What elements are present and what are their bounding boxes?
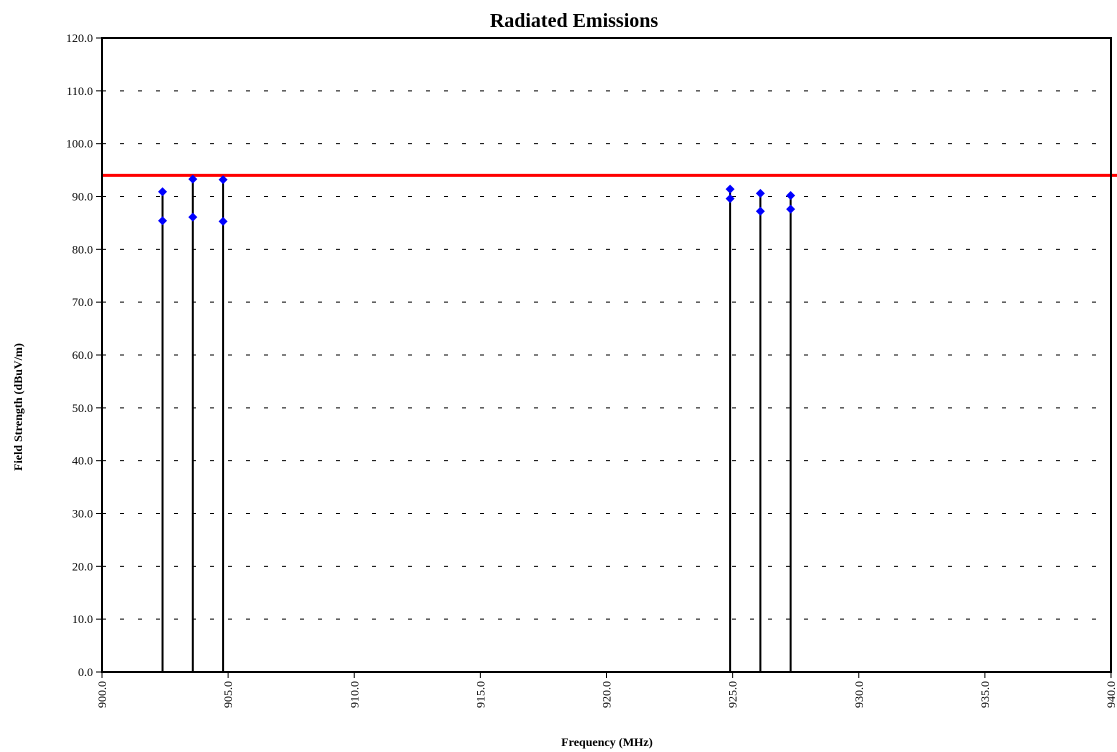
data-point-marker — [188, 213, 197, 222]
y-axis-label: Field Strength (dBuV/m) — [11, 343, 25, 471]
data-point-marker — [726, 194, 735, 203]
x-tick-label: 910.0 — [347, 681, 361, 708]
x-tick-label: 920.0 — [600, 681, 614, 708]
y-tick-label: 0.0 — [78, 665, 93, 679]
data-point-marker — [158, 216, 167, 225]
data-point-marker — [219, 217, 228, 226]
data-point-marker — [726, 185, 735, 194]
x-tick-label: 900.0 — [95, 681, 109, 708]
x-axis-label: Frequency (MHz) — [561, 735, 652, 749]
y-tick-label: 20.0 — [72, 559, 93, 573]
data-point-marker — [786, 205, 795, 214]
data-point-marker — [786, 191, 795, 200]
y-tick-label: 110.0 — [66, 84, 93, 98]
data-point-marker — [756, 207, 765, 216]
y-tick-label: 50.0 — [72, 401, 93, 415]
x-axis-ticks: 900.0 905.0 910.0 915.0 920.0 925.0 930.0 935.0… — [95, 672, 1117, 708]
y-tick-label: 40.0 — [72, 454, 93, 468]
y-tick-label: 100.0 — [66, 137, 93, 151]
x-tick-label: 930.0 — [852, 681, 866, 708]
x-tick-label: 905.0 — [221, 681, 235, 708]
y-tick-label: 70.0 — [72, 295, 93, 309]
y-tick-label: 10.0 — [72, 612, 93, 626]
emission-stems — [163, 179, 791, 672]
x-tick-label: 925.0 — [726, 681, 740, 708]
data-point-marker — [756, 189, 765, 198]
grid-lines — [102, 91, 1111, 619]
emission-markers — [158, 175, 795, 226]
x-tick-label: 940.0 — [1104, 681, 1117, 708]
x-tick-label: 935.0 — [978, 681, 992, 708]
y-tick-label: 30.0 — [72, 507, 93, 521]
y-tick-label: 90.0 — [72, 190, 93, 204]
y-tick-label: 80.0 — [72, 242, 93, 256]
y-tick-label: 60.0 — [72, 348, 93, 362]
y-axis-ticks: 0.0 10.0 20.0 30.0 40.0 50.0 60.0 70.0 80.0 90.0 1… — [66, 31, 102, 679]
y-tick-label: 120.0 — [66, 31, 93, 45]
x-tick-label: 915.0 — [473, 681, 487, 708]
chart-title: Radiated Emissions — [490, 10, 659, 32]
data-point-marker — [158, 187, 167, 196]
